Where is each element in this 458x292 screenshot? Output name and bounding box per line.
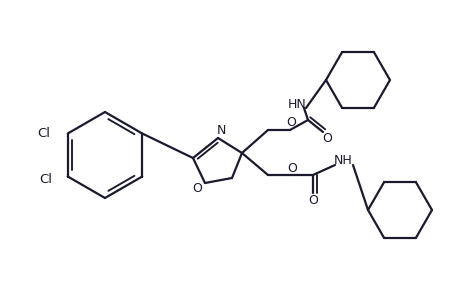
Text: NH: NH bbox=[333, 154, 352, 168]
Text: HN: HN bbox=[288, 98, 306, 110]
Text: O: O bbox=[287, 161, 297, 175]
Text: Cl: Cl bbox=[37, 127, 50, 140]
Text: O: O bbox=[286, 117, 296, 129]
Text: O: O bbox=[308, 194, 318, 208]
Text: O: O bbox=[192, 182, 202, 194]
Text: Cl: Cl bbox=[39, 173, 52, 186]
Text: N: N bbox=[216, 124, 226, 138]
Text: O: O bbox=[322, 133, 332, 145]
